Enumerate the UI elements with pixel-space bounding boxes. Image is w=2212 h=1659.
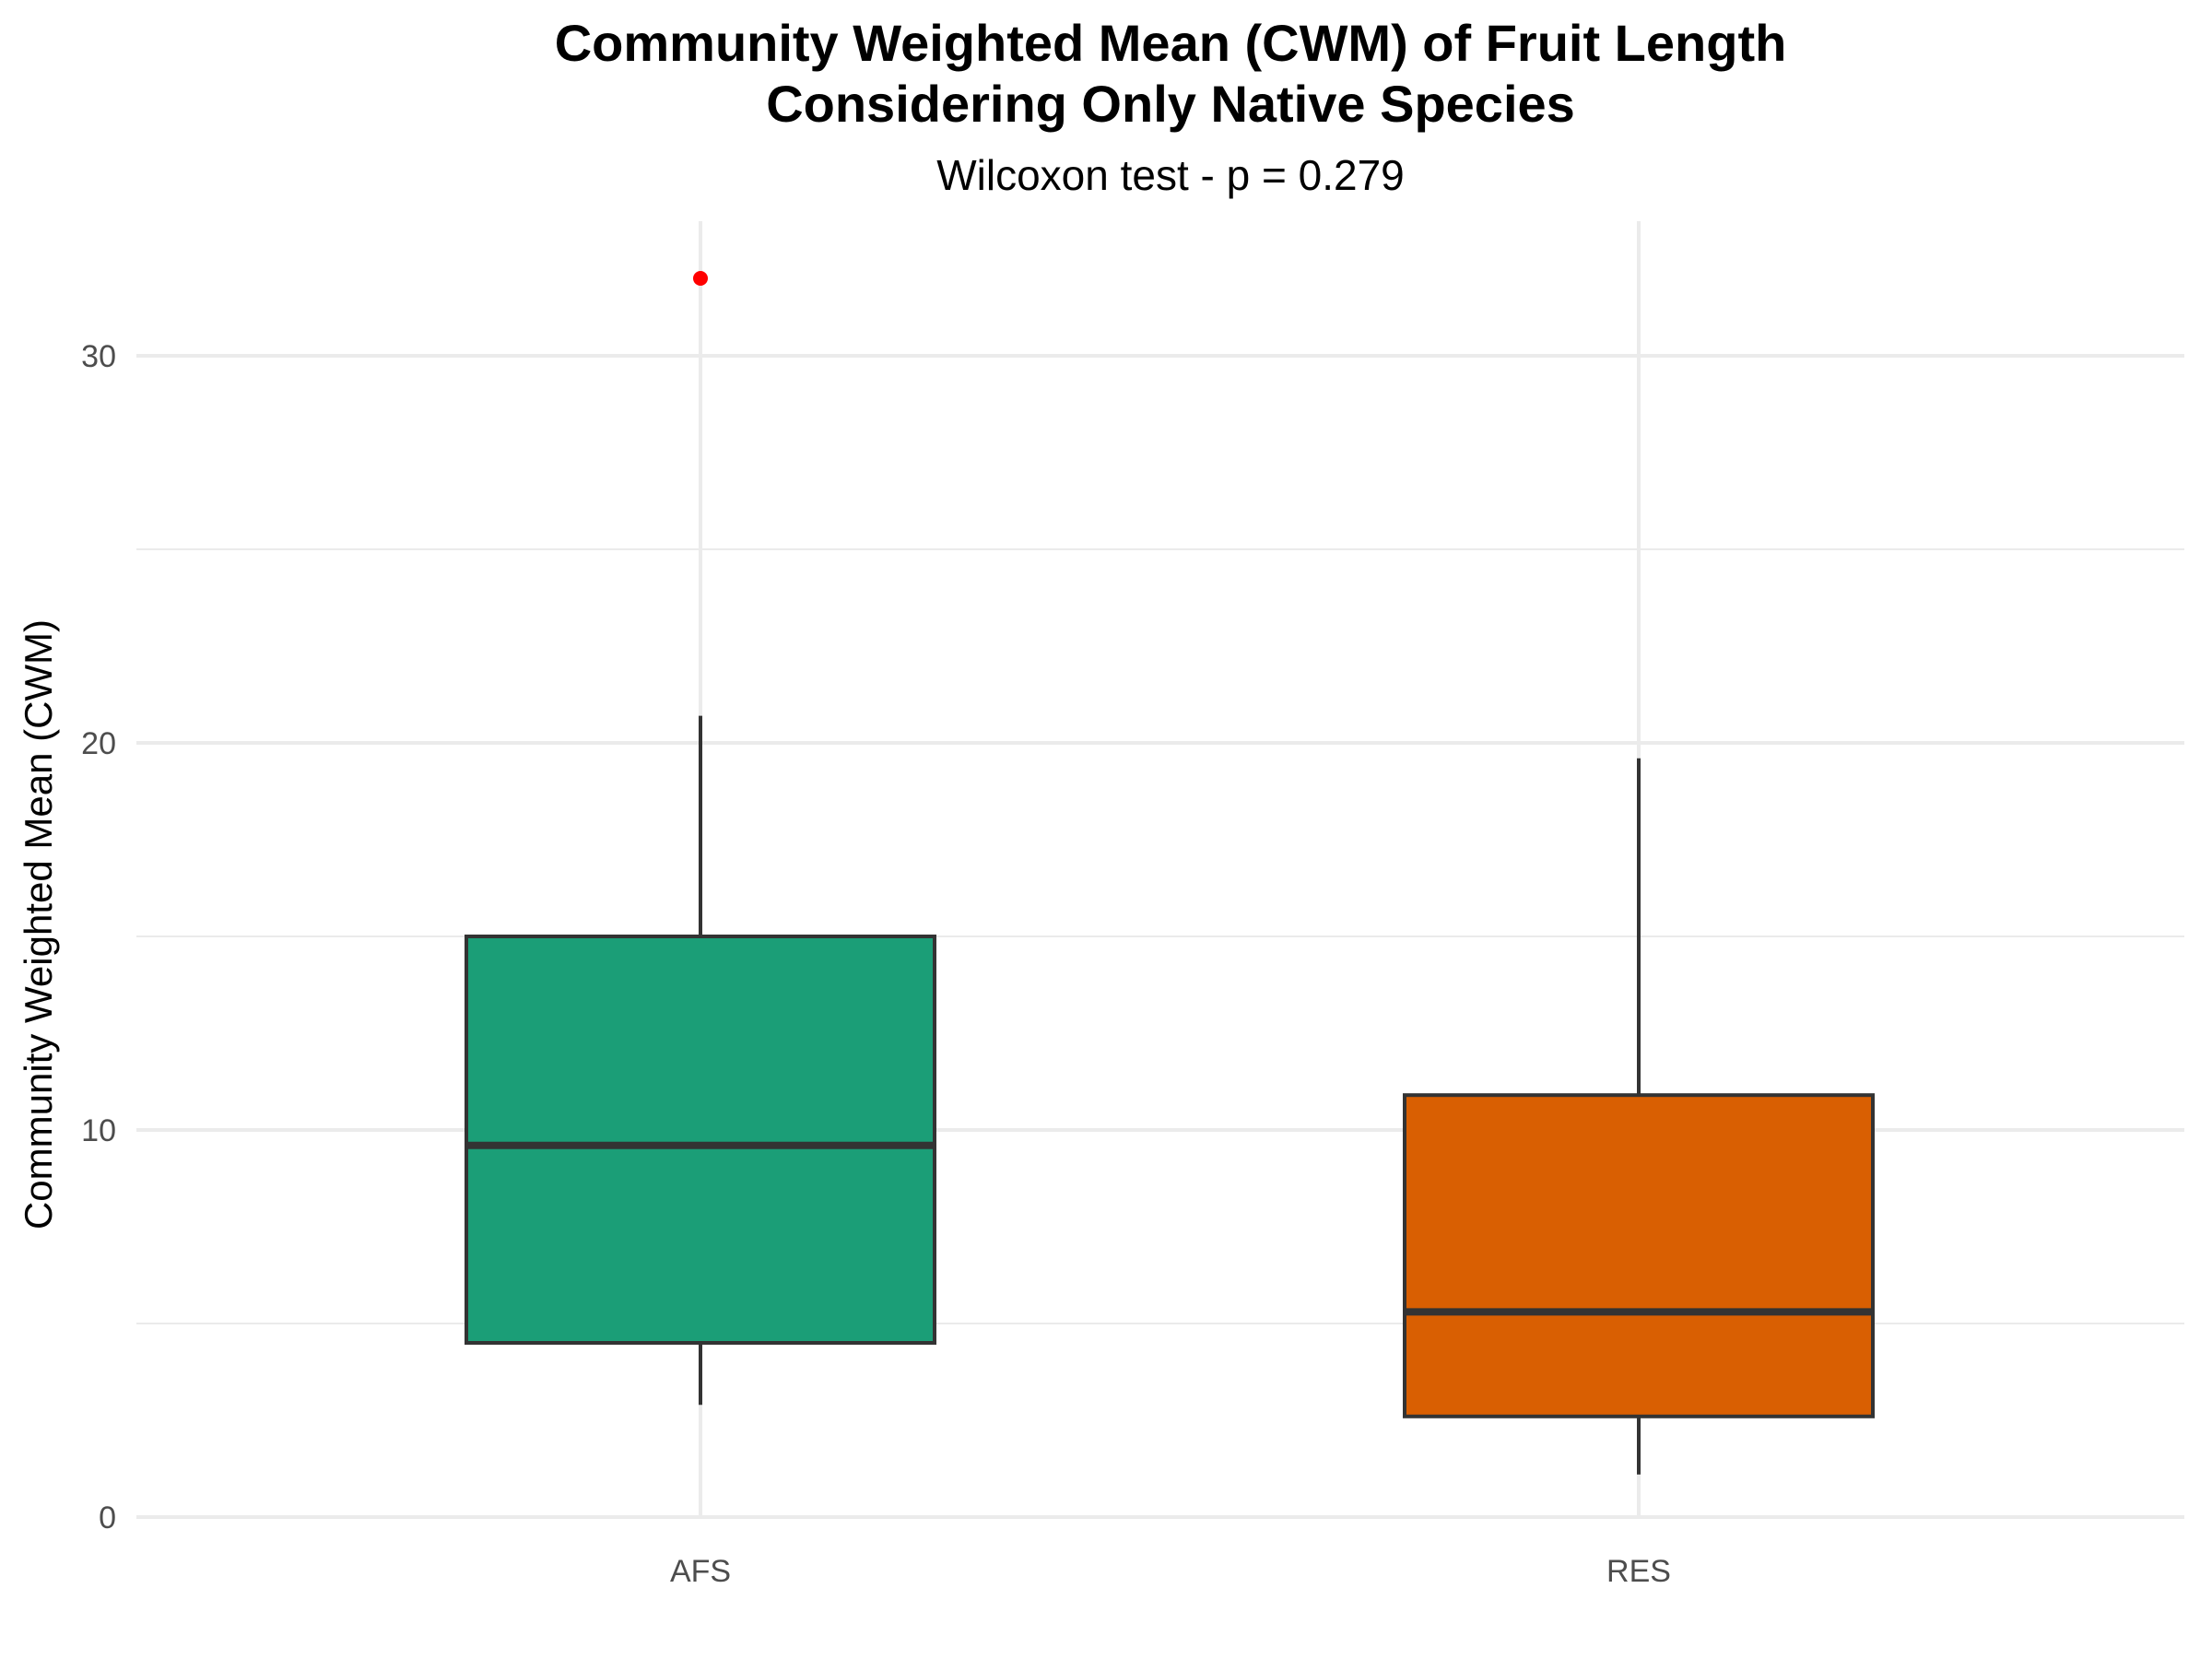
axis-tick-labels: 0 10 20 30 AFS RES — [81, 339, 1671, 1589]
x-tick-label: RES — [1606, 1554, 1671, 1589]
box-res — [1403, 758, 1875, 1475]
outlier-point — [693, 271, 708, 286]
y-tick-label: 20 — [81, 726, 116, 761]
box-afs — [465, 271, 936, 1406]
chart-title: Community Weighted Mean (CWM) of Fruit L… — [555, 14, 1787, 72]
y-axis-label: Community Weighted Mean (CWM) — [17, 619, 60, 1230]
iqr-box — [1403, 1093, 1875, 1418]
y-tick-label: 0 — [99, 1500, 116, 1535]
grid-lines — [136, 221, 2184, 1519]
box-series — [465, 271, 1875, 1475]
x-tick-label: AFS — [670, 1554, 731, 1589]
iqr-box — [465, 935, 936, 1345]
chart-subtitle: Wilcoxon test - p = 0.279 — [936, 151, 1405, 199]
y-tick-label: 10 — [81, 1113, 116, 1148]
chart-title-line-2: Considering Only Native Species — [766, 75, 1575, 133]
y-tick-label: 30 — [81, 339, 116, 374]
